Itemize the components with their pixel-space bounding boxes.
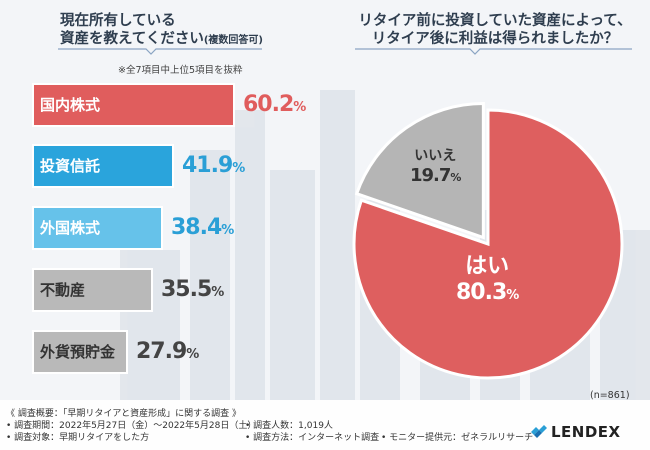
left-title-line1: 現在所有している (60, 13, 176, 29)
bar-value-1: 60.2% (243, 92, 306, 117)
bar-label-2: 投資信託 (40, 157, 101, 175)
bar-label-1: 国内株式 (40, 96, 101, 114)
bar-value-4: 35.5% (161, 277, 224, 302)
right-title: リタイア前に投資していた資産によって、 リタイア後に利益は得られましたか？ (355, 12, 635, 48)
lendex-logo-icon (531, 425, 547, 438)
footnote-top: ※全7項目中上位5項目を抜粋 (118, 65, 243, 76)
survey-period: • 調査期間：2022年5月27日（金）〜2022年5月28日（土） (6, 421, 257, 431)
bar-value-5: 27.9% (136, 339, 199, 364)
title-underlines (58, 48, 632, 55)
bar-label-5: 外貨預貯金 (40, 343, 116, 361)
bar-3 (34, 208, 161, 248)
pie-slice-1 (352, 108, 624, 380)
bar-1 (34, 85, 233, 125)
right-title-line2: リタイア後に利益は得られましたか？ (371, 31, 619, 47)
left-title: 現在所有している 資産を教えてください(複数回答可) (60, 12, 263, 50)
survey-method: • 調査方法：インターネット調査 (245, 433, 380, 443)
bar-2 (34, 146, 172, 186)
sample-size: (n=861) (590, 390, 630, 401)
bar-value-3: 38.4% (171, 215, 234, 240)
left-title-line2: 資産を教えてください (60, 31, 204, 47)
bar-label-3: 外国株式 (40, 219, 101, 237)
lendex-logo-text: LENDEX (551, 423, 621, 441)
right-title-line1: リタイア前に投資していた資産によって、 (358, 13, 632, 29)
survey-respondents: • 調査人数：1,019人 (245, 421, 333, 431)
survey-provider: • モニター提供元：ゼネラルリサーチ (381, 433, 534, 443)
bar-4 (34, 270, 151, 310)
pie-slice-2 (354, 101, 485, 240)
pie-label-1: はい 80.3% (456, 254, 519, 305)
survey-outline: 《 調査概要：「早期リタイアと資産形成」に関する調査 》 (6, 409, 242, 419)
bar-value-2: 41.9% (182, 153, 245, 178)
survey-target: • 調査対象：早期リタイアをした方 (6, 433, 150, 443)
left-title-note: (複数回答可) (203, 35, 263, 46)
bar-5 (34, 332, 126, 372)
pie-label-2: いいえ 19.7% (410, 148, 461, 186)
bar-label-4: 不動産 (40, 281, 86, 299)
